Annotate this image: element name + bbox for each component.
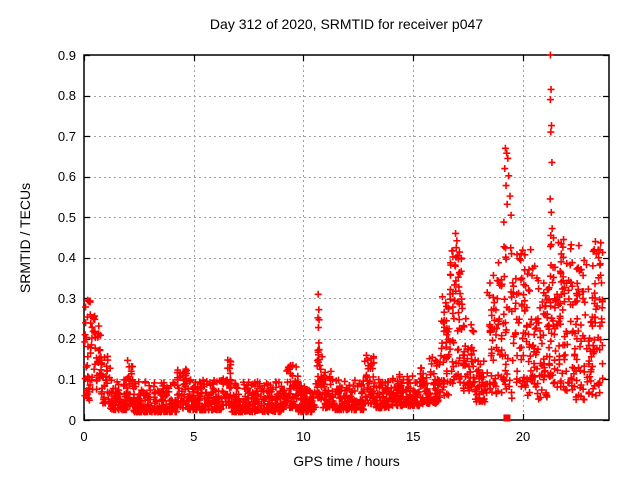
x-axis-label: GPS time / hours	[293, 453, 400, 469]
y-tick-label: 0.8	[57, 88, 76, 104]
y-tick-label: 0	[68, 412, 76, 428]
x-tick-label: 15	[405, 429, 421, 444]
y-tick-label: 0.7	[57, 128, 76, 144]
x-tick-label: 0	[80, 429, 88, 444]
y-tick-label: 0.3	[57, 290, 76, 306]
chart-title: Day 312 of 2020, SRMTID for receiver p04…	[209, 16, 484, 32]
y-tick-label: 0.9	[57, 47, 76, 63]
y-axis-label: SRMTID / TECUs	[17, 182, 33, 294]
x-tick-label: 10	[296, 429, 311, 444]
y-tick-label: 0.2	[57, 331, 76, 347]
y-tick-label: 0.6	[57, 169, 76, 185]
y-tick-label: 0.1	[57, 371, 76, 387]
y-tick-label: 0.4	[57, 250, 76, 266]
x-tick-label: 20	[515, 429, 531, 444]
y-tick-label: 0.5	[57, 209, 76, 225]
x-tick-label: 5	[190, 429, 198, 444]
